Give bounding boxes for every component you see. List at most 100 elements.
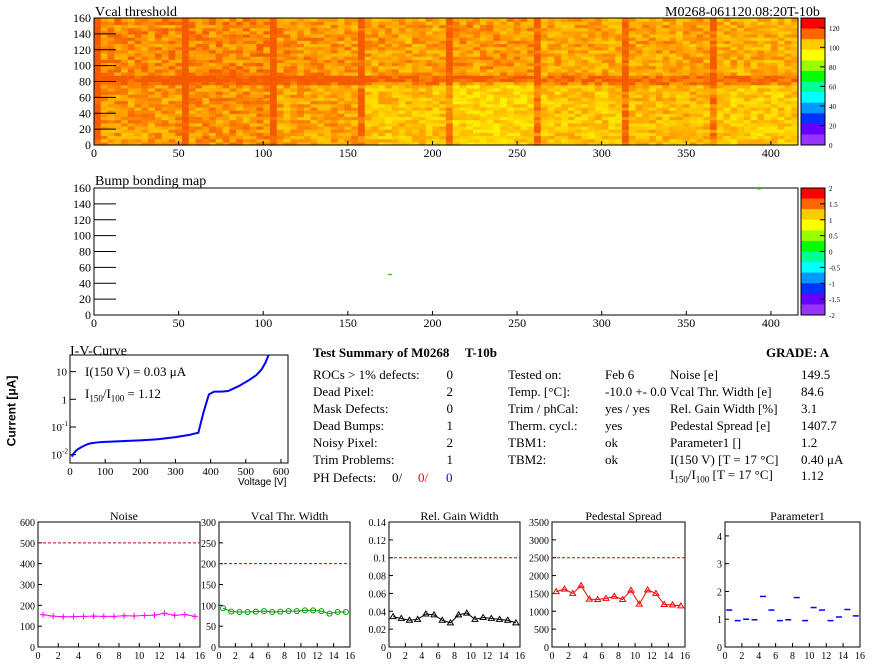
vcal-cell — [168, 84, 176, 89]
vcal-cell — [506, 119, 515, 124]
vcal-cell — [385, 84, 393, 89]
vcal-cell — [622, 135, 630, 140]
vcal-cell — [283, 37, 291, 41]
vcal-cell — [134, 49, 142, 54]
vcal-cell — [148, 122, 156, 127]
vcal-cell — [547, 129, 555, 133]
vcal-cell — [351, 56, 359, 60]
vcal-cell — [750, 100, 758, 105]
vcal-cell — [649, 52, 657, 57]
panel-series-line — [222, 607, 346, 615]
vcal-cell — [371, 43, 379, 48]
vcal-cell — [195, 21, 203, 25]
data-point — [301, 607, 308, 614]
vcal-cell — [615, 119, 623, 124]
vcal-cell — [500, 30, 508, 35]
vcal-cell — [561, 78, 569, 83]
vcal-cell — [351, 106, 359, 111]
vcal-cell — [100, 71, 109, 76]
vcal-cell — [297, 68, 305, 73]
vcal-cell — [513, 113, 522, 118]
vcal-cell — [446, 59, 454, 64]
vcal-cell — [303, 59, 312, 64]
y-tick-label: 20 — [79, 122, 91, 136]
vcal-cell — [161, 65, 170, 70]
vcal-cell — [425, 18, 434, 22]
vcal-cell — [696, 122, 704, 127]
vcal-cell — [418, 84, 427, 89]
vcal-cell — [446, 141, 454, 146]
vcal-cell — [324, 27, 332, 32]
data-point — [397, 614, 406, 621]
vcal-cell — [175, 103, 183, 108]
vcal-cell — [547, 52, 555, 57]
color-bar-label: 60 — [829, 83, 837, 91]
iv-ratio-sub2: 100 — [110, 393, 125, 404]
vcal-cell — [270, 103, 278, 108]
vcal-cell — [209, 46, 217, 51]
vcal-cell — [418, 106, 427, 111]
vcal-cell — [344, 40, 352, 44]
vcal-cell — [249, 103, 258, 108]
vcal-cell — [493, 40, 501, 44]
vcal-cell — [405, 97, 413, 102]
vcal-cell — [188, 113, 197, 118]
vcal-cell — [256, 91, 264, 95]
vcal-cell — [689, 84, 698, 89]
vcal-cell — [622, 122, 630, 127]
vcal-cell — [730, 62, 738, 67]
vcal-cell — [770, 30, 779, 35]
vcal-cell — [506, 27, 515, 32]
vcal-cell — [418, 33, 427, 38]
data-point — [252, 608, 259, 615]
vcal-cell — [466, 106, 474, 111]
iv-y-tick-label: 1 — [62, 394, 68, 406]
vcal-cell — [242, 78, 251, 83]
vcal-cell — [601, 49, 610, 54]
vcal-cell — [249, 132, 258, 137]
vcal-cell — [222, 40, 230, 44]
vcal-cell — [175, 122, 183, 127]
data-point — [261, 608, 268, 615]
vcal-cell — [412, 135, 420, 140]
vcal-cell — [195, 91, 203, 95]
vcal-cell — [154, 129, 163, 133]
color-bar-segment — [801, 78, 825, 82]
vcal-cell — [561, 113, 569, 118]
vcal-cell — [351, 84, 359, 89]
vcal-cell — [209, 62, 217, 67]
vcal-cell — [432, 84, 440, 89]
vcal-cell — [310, 122, 318, 127]
vcal-cell — [527, 65, 535, 70]
vcal-cell — [182, 100, 190, 105]
vcal-cell — [168, 81, 176, 86]
panel-frame — [388, 521, 521, 648]
vcal-cell — [337, 87, 346, 92]
vcal-cell — [100, 87, 109, 92]
vcal-cell — [513, 43, 522, 48]
vcal-cell — [215, 33, 224, 38]
vcal-cell — [330, 18, 339, 22]
vcal-cell — [716, 52, 725, 57]
vcal-cell — [750, 97, 758, 102]
vcal-cell — [263, 113, 271, 118]
vcal-cell — [628, 59, 637, 64]
vcal-cell — [405, 125, 413, 130]
vcal-cell — [466, 119, 474, 124]
vcal-cell — [330, 91, 339, 95]
vcal-cell — [527, 21, 535, 25]
vcal-cell — [696, 24, 704, 29]
color-bar-label: 20 — [829, 122, 837, 130]
vcal-cell — [270, 37, 278, 41]
vcal-cell — [669, 91, 677, 95]
vcal-cell — [439, 100, 447, 105]
vcal-cell — [398, 113, 406, 118]
vcal-cell — [682, 33, 691, 38]
vcal-cell — [337, 65, 346, 70]
vcal-cell — [222, 116, 230, 121]
panel-x-tick-label: 12 — [482, 651, 492, 662]
vcal-cell — [784, 87, 792, 92]
vcal-cell — [574, 75, 582, 79]
vcal-cell — [534, 52, 542, 57]
vcal-cell — [716, 21, 725, 25]
